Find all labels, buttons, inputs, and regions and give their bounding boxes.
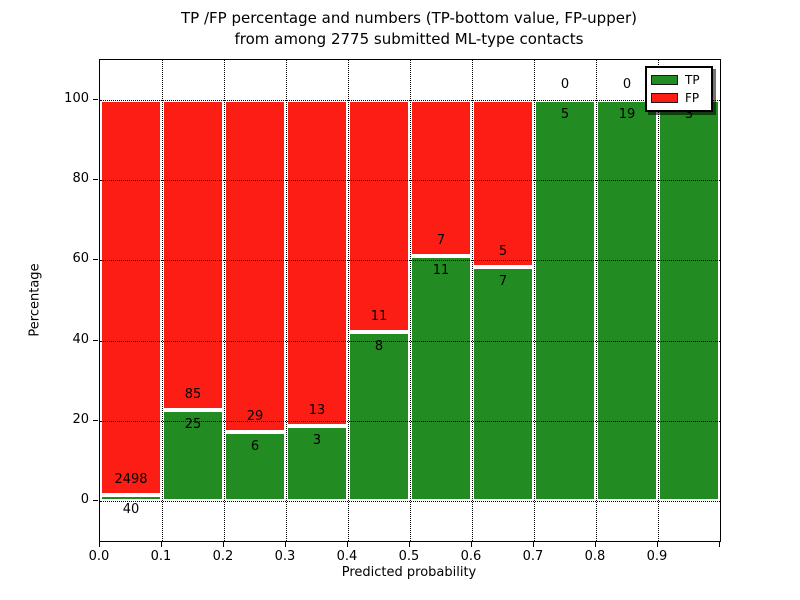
legend: TP FP: [645, 66, 713, 112]
fp-count-label: 0: [622, 77, 632, 93]
legend-row-fp: FP: [651, 91, 707, 105]
fp-count-label: 85: [184, 386, 202, 402]
x-tick-mark: [157, 542, 165, 547]
x-tick-mark: [591, 542, 599, 547]
tp-bar-segment: [658, 100, 720, 501]
y-tick-label: 40: [72, 331, 89, 347]
y-tick-label: 0: [80, 491, 89, 507]
x-gridline: [410, 60, 411, 541]
fp-bar-segment: [348, 100, 410, 333]
x-tick-mark: [343, 542, 351, 547]
x-gridline: [286, 60, 287, 541]
chart-title-line1: TP /FP percentage and numbers (TP-bottom…: [181, 9, 637, 27]
tp-count-label: 11: [432, 262, 450, 278]
x-gridline: [596, 60, 597, 541]
tp-count-label: 3: [312, 432, 322, 448]
x-tick-label: 0.2: [212, 549, 234, 564]
y-tick-label: 20: [72, 411, 89, 427]
tp-bar-segment: [596, 100, 658, 501]
x-gridline: [534, 60, 535, 541]
tp-count-label: 7: [498, 274, 508, 290]
chart-title-line2: from among 2775 submitted ML-type contac…: [234, 30, 584, 48]
tp-count-label: 40: [122, 501, 140, 517]
tp-count-label: 8: [374, 339, 384, 355]
x-tick-label: 0.8: [584, 549, 606, 564]
tp-bar-segment: [286, 425, 348, 501]
x-tick-label: 0.4: [336, 549, 358, 564]
fp-bar-segment: [286, 100, 348, 426]
chart-title: TP /FP percentage and numbers (TP-bottom…: [99, 8, 719, 50]
fp-bar-segment: [162, 100, 224, 410]
x-tick-label: 0.6: [460, 549, 482, 564]
y-tick-mark: [93, 95, 98, 103]
legend-row-tp: TP: [651, 73, 707, 87]
y-tick-label: 60: [72, 251, 89, 267]
fp-bar-segment: [472, 100, 534, 268]
x-gridline: [224, 60, 225, 541]
fp-count-label: 5: [498, 244, 508, 260]
x-tick-label: 0.5: [398, 549, 420, 564]
x-tick-mark: [95, 542, 103, 547]
y-tick-mark: [93, 496, 98, 504]
y-axis-label: Percentage: [27, 263, 43, 337]
x-tick-mark: [653, 542, 661, 547]
x-tick-label: 0.1: [150, 549, 172, 564]
tp-count-label: 3: [684, 107, 694, 123]
tp-swatch-icon: [651, 75, 678, 86]
y-tick-mark: [93, 336, 98, 344]
tp-bar-segment: [472, 267, 534, 501]
x-tick-label: 0.0: [88, 549, 110, 564]
x-tick-label: 0.9: [646, 549, 668, 564]
plot-area: 2498408525296133118711570501903: [99, 59, 721, 542]
fp-bar-segment: [224, 100, 286, 433]
legend-label-tp: TP: [685, 73, 700, 88]
tp-count-label: 5: [560, 107, 570, 123]
x-tick-mark: [219, 542, 227, 547]
tp-count-label: 25: [184, 416, 202, 432]
x-tick-mark: [715, 542, 723, 547]
tp-bar-segment: [100, 494, 162, 501]
y-tick-mark: [93, 255, 98, 263]
legend-label-fp: FP: [685, 90, 700, 105]
x-axis-label: Predicted probability: [341, 565, 477, 580]
fp-count-label: 0: [560, 77, 570, 93]
x-gridline: [348, 60, 349, 541]
tp-bar-segment: [348, 332, 410, 501]
tp-count-label: 6: [250, 439, 260, 455]
y-tick-mark: [93, 416, 98, 424]
fp-bar-segment: [410, 100, 472, 256]
y-tick-mark: [93, 175, 98, 183]
x-gridline: [472, 60, 473, 541]
fp-count-label: 2498: [114, 471, 148, 487]
fp-count-label: 13: [308, 402, 326, 418]
x-tick-label: 0.7: [522, 549, 544, 564]
x-gridline: [162, 60, 163, 541]
x-gridline: [658, 60, 659, 541]
tp-bar-segment: [534, 100, 596, 501]
fp-count-label: 11: [370, 309, 388, 325]
fp-count-label: 29: [246, 409, 264, 425]
x-tick-mark: [467, 542, 475, 547]
x-tick-mark: [281, 542, 289, 547]
x-tick-mark: [529, 542, 537, 547]
fp-count-label: 7: [436, 232, 446, 248]
fp-bar-segment: [100, 100, 162, 495]
tp-bar-segment: [410, 255, 472, 501]
fp-swatch-icon: [651, 92, 678, 103]
y-tick-label: 100: [64, 91, 89, 107]
x-tick-mark: [405, 542, 413, 547]
x-tick-label: 0.3: [274, 549, 296, 564]
tp-bar-segment: [224, 432, 286, 501]
tp-count-label: 19: [618, 107, 636, 123]
y-tick-label: 80: [72, 171, 89, 187]
tp-bar-segment: [162, 409, 224, 501]
